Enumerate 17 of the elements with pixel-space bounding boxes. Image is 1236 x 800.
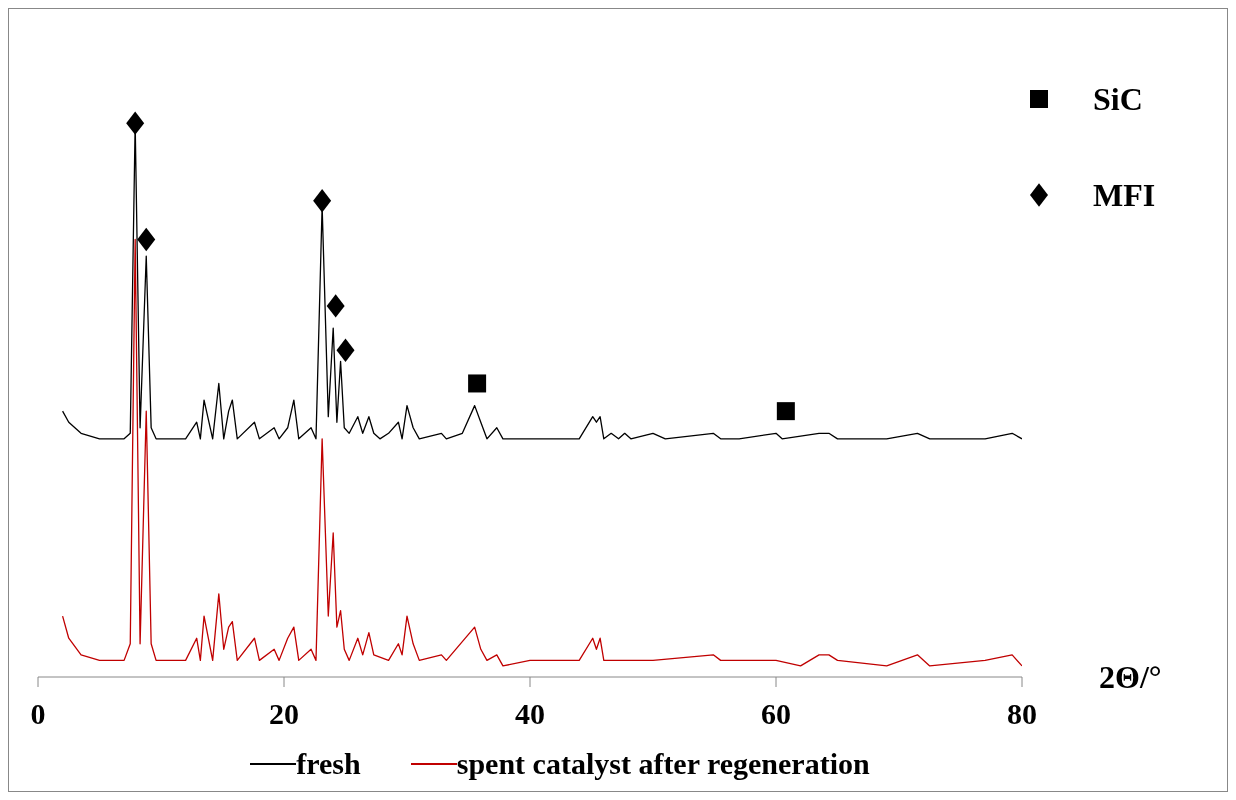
- legend-label: fresh: [296, 747, 361, 781]
- point: [468, 374, 487, 393]
- x-tick-label: 0: [30, 697, 46, 731]
- x-tick-label: 60: [761, 697, 791, 731]
- x-axis-title: 2Θ/°: [1099, 659, 1162, 696]
- point: [326, 294, 345, 318]
- legend-label: SiC: [1093, 80, 1143, 118]
- legend-label: spent catalyst after regeneration: [456, 747, 870, 781]
- point: [336, 338, 355, 362]
- legend-label: MFI: [1093, 176, 1156, 214]
- x-tick-label: 20: [269, 697, 299, 731]
- point: [776, 402, 795, 421]
- point: [137, 227, 156, 252]
- x-tick-label: 80: [1007, 697, 1037, 731]
- point: [313, 188, 332, 213]
- x-tick-label: 40: [515, 697, 545, 731]
- point: [126, 111, 145, 135]
